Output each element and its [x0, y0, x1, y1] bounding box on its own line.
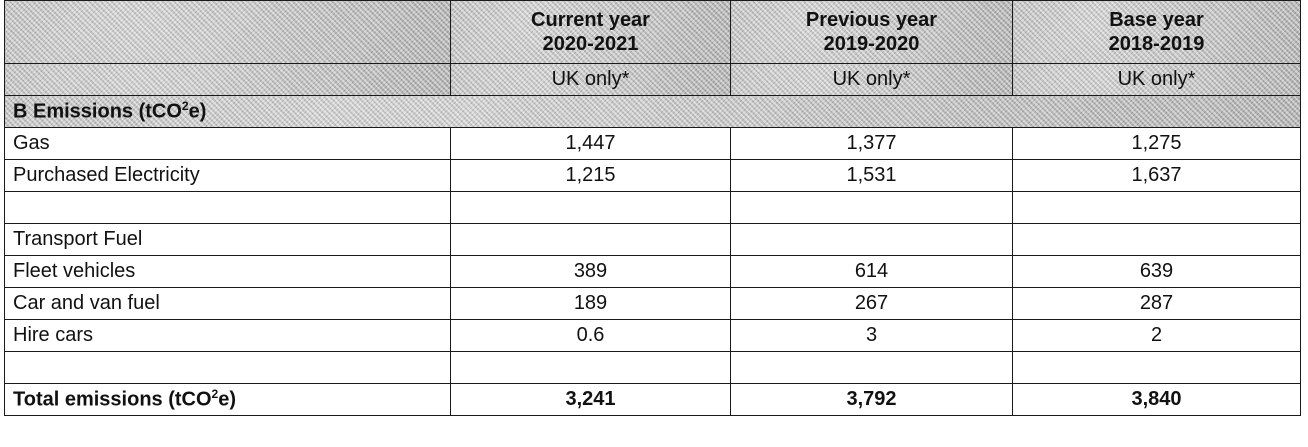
total-previous: 3,792 [730, 383, 1013, 416]
data-rows: Gas 1,447 1,377 1,275 Purchased Electricity 1… [4, 127, 1301, 384]
table-row: Purchased Electricity 1,215 1,531 1,637 [4, 159, 1301, 192]
row-value-current [450, 351, 731, 384]
scope-corner [4, 63, 451, 96]
emissions-table: Current year 2020-2021 Previous year 2019-… [4, 0, 1301, 416]
header-row-years: Current year 2020-2021 Previous year 2019-… [4, 0, 1301, 64]
scope-base: UK only* [1012, 63, 1301, 96]
row-value-current: 1,215 [450, 159, 731, 192]
table-row: Gas 1,447 1,377 1,275 [4, 127, 1301, 160]
row-label: Gas [4, 127, 451, 160]
row-value-base: 287 [1012, 287, 1301, 320]
row-value-base: 2 [1012, 319, 1301, 352]
section-row: B Emissions (tCO2e) [4, 95, 1301, 128]
row-label [4, 191, 451, 224]
scope-current: UK only* [450, 63, 731, 96]
total-base: 3,840 [1012, 383, 1301, 416]
header-current-year: Current year 2020-2021 [450, 0, 731, 64]
header-base-year: Base year 2018-2019 [1012, 0, 1301, 64]
row-value-base: 1,637 [1012, 159, 1301, 192]
scope-previous: UK only* [730, 63, 1013, 96]
row-value-base [1012, 191, 1301, 224]
row-label: Hire cars [4, 319, 451, 352]
table-row: Car and van fuel 189 267 287 [4, 287, 1301, 320]
row-value-current [450, 223, 731, 256]
table-row: Hire cars 0.6 3 2 [4, 319, 1301, 352]
section-title: B Emissions (tCO2e) [4, 95, 1301, 128]
row-label: Purchased Electricity [4, 159, 451, 192]
row-value-base: 639 [1012, 255, 1301, 288]
total-label: Total emissions (tCO2e) [4, 383, 451, 416]
row-value-current: 389 [450, 255, 731, 288]
table-row: Transport Fuel [4, 223, 1301, 256]
table-row: Fleet vehicles 389 614 639 [4, 255, 1301, 288]
row-label: Car and van fuel [4, 287, 451, 320]
row-value-current [450, 191, 731, 224]
row-value-previous: 1,377 [730, 127, 1013, 160]
table-row [4, 351, 1301, 384]
row-label [4, 351, 451, 384]
row-value-previous [730, 223, 1013, 256]
row-value-previous [730, 351, 1013, 384]
row-value-current: 0.6 [450, 319, 731, 352]
header-corner [4, 0, 451, 64]
row-value-base [1012, 351, 1301, 384]
row-label: Fleet vehicles [4, 255, 451, 288]
total-current: 3,241 [450, 383, 731, 416]
row-value-base: 1,275 [1012, 127, 1301, 160]
row-value-current: 1,447 [450, 127, 731, 160]
row-value-previous: 614 [730, 255, 1013, 288]
row-value-previous: 267 [730, 287, 1013, 320]
total-row: Total emissions (tCO2e) 3,241 3,792 3,84… [4, 383, 1301, 416]
row-value-previous: 3 [730, 319, 1013, 352]
header-row-scope: UK only* UK only* UK only* [4, 63, 1301, 96]
row-value-base [1012, 223, 1301, 256]
row-value-previous [730, 191, 1013, 224]
header-previous-year: Previous year 2019-2020 [730, 0, 1013, 64]
table-row [4, 191, 1301, 224]
row-label: Transport Fuel [4, 223, 451, 256]
row-value-previous: 1,531 [730, 159, 1013, 192]
row-value-current: 189 [450, 287, 731, 320]
